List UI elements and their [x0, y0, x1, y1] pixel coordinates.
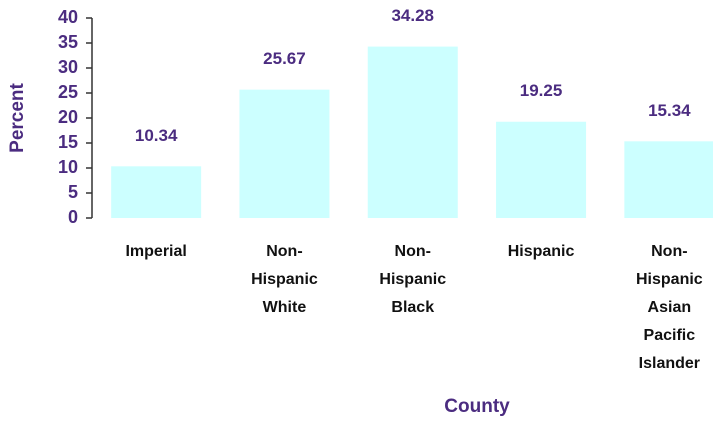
x-tick-label: Non-Hispanic Asian Pacific Islander [636, 243, 703, 372]
y-tick-label: 0 [68, 207, 78, 227]
bar [111, 166, 202, 218]
value-label: 34.28 [391, 6, 434, 25]
value-label: 10.34 [135, 126, 178, 145]
x-tick-label: Non-Hispanic White [251, 243, 318, 316]
y-tick-label: 25 [58, 82, 78, 102]
y-tick-label: 35 [58, 32, 78, 52]
x-tick-label: Non-Hispanic Black [379, 243, 446, 316]
y-tick-label: 10 [58, 157, 78, 177]
bar [624, 141, 713, 218]
x-tick-label: Imperial [125, 243, 186, 260]
y-tick-label: 5 [68, 182, 78, 202]
bar [367, 46, 458, 218]
x-tick-label: Hispanic [508, 243, 575, 260]
y-tick-label: 30 [58, 57, 78, 77]
y-tick-label: 40 [58, 7, 78, 27]
value-label: 25.67 [263, 49, 306, 68]
y-tick-label: 15 [58, 132, 78, 152]
bar [239, 89, 330, 219]
bar [496, 121, 587, 218]
value-label: 19.25 [520, 81, 563, 100]
y-tick-label: 20 [58, 107, 78, 127]
x-axis-title: County [444, 396, 510, 417]
value-label: 15.34 [648, 101, 691, 120]
y-axis-title: Percent [7, 82, 28, 152]
